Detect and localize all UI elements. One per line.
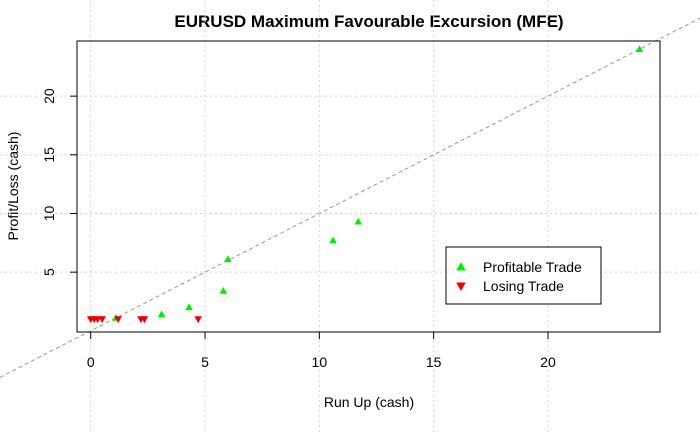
- y-tick-label: 15: [41, 147, 57, 163]
- legend-box: [445, 246, 602, 305]
- reference-line-group: [0, 17, 700, 378]
- legend-profitable-marker: [456, 262, 466, 271]
- profitable-trade-point: [157, 310, 166, 318]
- losing-trade-point: [114, 316, 122, 324]
- x-axis-label: Run Up (cash): [324, 394, 414, 410]
- profitable-trade-point: [185, 303, 193, 311]
- plot-area-frame: [76, 40, 661, 333]
- losing-trade-point: [194, 316, 202, 324]
- y-axis: 5 10 15 20: [41, 88, 77, 276]
- x-tick-label: 15: [426, 354, 442, 370]
- profitable-trade-point: [219, 286, 228, 294]
- x-tick-label: 5: [201, 354, 209, 370]
- legend-entry-label: Losing Trade: [483, 278, 564, 294]
- y-tick-label: 10: [41, 205, 57, 221]
- x-tick-label: 10: [312, 354, 328, 370]
- profitable-trade-point: [224, 255, 232, 263]
- x-tick-label: 0: [87, 354, 95, 370]
- reference-line: [0, 17, 700, 378]
- profitable-trade-point: [329, 236, 337, 244]
- chart-title: EURUSD Maximum Favourable Excursion (MFE…: [174, 12, 563, 31]
- data-points: [86, 45, 644, 324]
- legend-losing-marker: [456, 282, 466, 291]
- x-tick-label: 20: [540, 354, 556, 370]
- profitable-trade-point: [635, 45, 644, 53]
- profitable-trade-point: [354, 217, 363, 225]
- y-tick-label: 5: [41, 268, 57, 276]
- y-axis-label: Profit/Loss (cash): [5, 132, 21, 241]
- legend-entry-label: Profitable Trade: [483, 259, 582, 275]
- x-axis: 0 5 10 15 20: [87, 332, 556, 370]
- legend: Profitable Trade Losing Trade: [445, 246, 602, 305]
- y-tick-label: 20: [41, 88, 57, 104]
- losing-trade-point: [140, 316, 149, 324]
- losing-trade-point: [98, 316, 106, 324]
